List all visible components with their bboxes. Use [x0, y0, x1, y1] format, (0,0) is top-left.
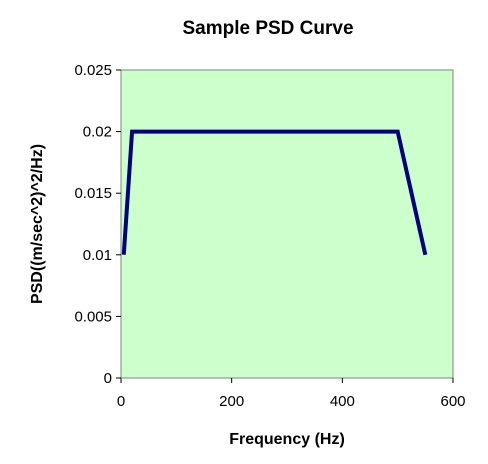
series-layer	[121, 129, 428, 256]
x-tick-label: 400	[330, 393, 355, 410]
x-axis: 0 200 400 600	[117, 378, 466, 410]
plot-area	[120, 69, 454, 379]
x-axis-label: Frequency (Hz)	[229, 431, 345, 448]
psd-series-line	[121, 129, 428, 256]
y-tick-label: 0.005	[74, 308, 112, 325]
x-tick-label: 0	[117, 393, 125, 410]
y-tick-label: 0.02	[83, 124, 112, 141]
x-tick-label: 200	[219, 393, 244, 410]
y-axis-label: PSD((m/sec^2)^2/Hz)	[29, 144, 46, 304]
y-tick-label: 0	[104, 370, 112, 387]
y-tick-label: 0.01	[83, 247, 112, 264]
y-tick-label: 0.025	[74, 62, 112, 79]
chart-title: Sample PSD Curve	[182, 18, 353, 39]
y-axis: 0 0.005 0.01 0.015 0.02 0.025	[74, 62, 121, 387]
y-tick-label: 0.015	[74, 185, 112, 202]
x-tick-label: 600	[440, 393, 465, 410]
